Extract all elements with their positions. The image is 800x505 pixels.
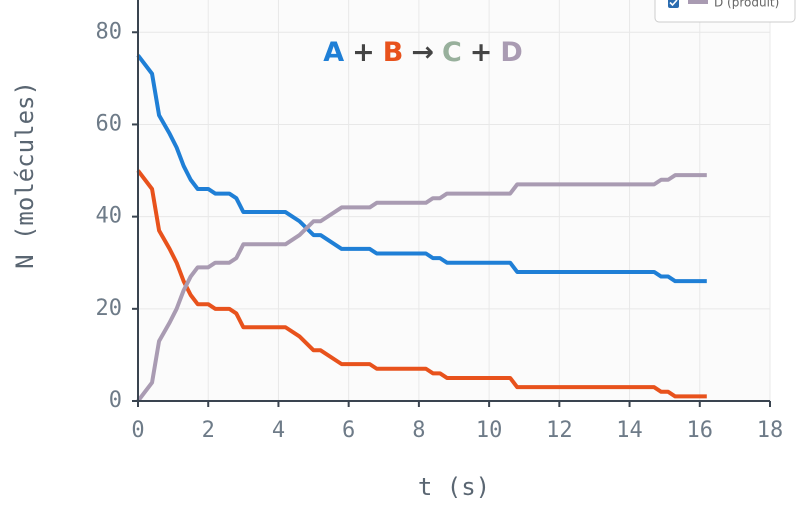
x-tick-label: 18: [757, 418, 784, 443]
title-part: A: [323, 37, 344, 68]
y-tick-label: 60: [96, 111, 123, 136]
title-part: →: [411, 37, 434, 68]
x-tick-label: 8: [412, 418, 425, 443]
y-tick-label: 80: [96, 19, 123, 44]
series-line: [136, 54, 707, 284]
x-tick-label: 16: [687, 418, 714, 443]
x-tick-label: 2: [202, 418, 215, 443]
x-tick-label: 10: [476, 418, 503, 443]
title-part: +: [352, 37, 375, 68]
x-tick-label: 0: [131, 418, 144, 443]
x-tick-label: 12: [546, 418, 573, 443]
y-axis-label: N (molécules): [11, 81, 39, 269]
x-axis-label: t (s): [418, 473, 490, 501]
y-tick-label: 0: [109, 388, 122, 413]
plot-area: [138, 0, 770, 401]
title-part: C: [442, 37, 462, 68]
check-mark: [669, 0, 678, 7]
legend-label: D (produit): [714, 0, 779, 10]
title-part: B: [383, 37, 404, 68]
title-part: +: [470, 37, 493, 68]
x-tick-label: 4: [272, 418, 285, 443]
series-line: [136, 173, 707, 403]
y-tick-label: 40: [96, 204, 123, 229]
legend-box: [654, 0, 796, 23]
legend[interactable]: D (produit): [654, 0, 796, 23]
x-tick-label: 14: [616, 418, 643, 443]
x-tick-label: 6: [342, 418, 355, 443]
series-line: [136, 169, 707, 399]
lines: [136, 54, 707, 403]
chart-title: A + B → C + D: [323, 37, 523, 68]
title-part: D: [500, 37, 522, 68]
y-tick-label: 20: [96, 296, 123, 321]
